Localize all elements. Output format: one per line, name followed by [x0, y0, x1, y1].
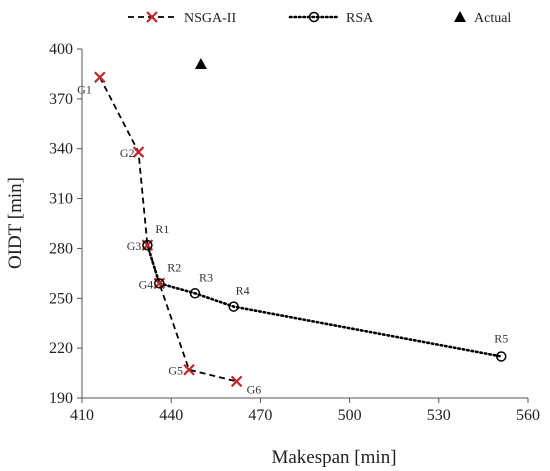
x-tick-label: 410 [70, 407, 94, 424]
nsga-ii-point-stroke-b [132, 146, 145, 158]
nsga-ii-point [230, 375, 243, 388]
rsa-point [228, 301, 239, 312]
point-label: G6 [247, 382, 262, 396]
point-label: R3 [199, 270, 213, 284]
rsa-point [495, 351, 507, 362]
point-label: R4 [236, 284, 250, 298]
nsga-ii-point [94, 71, 106, 84]
rsa-point [154, 278, 165, 289]
nsga-ii-point [183, 363, 195, 376]
nsga-ii-series-line [99, 76, 237, 383]
y-tick-label: 370 [49, 91, 73, 108]
point-label: R2 [167, 260, 181, 274]
rsa-series-line [146, 243, 503, 358]
point-label: G5 [168, 364, 183, 378]
y-tick-label: 340 [49, 141, 73, 158]
legend-item-actual: Actual [454, 11, 511, 26]
x-tick-label: 470 [248, 407, 272, 424]
point-label: G3 [127, 239, 142, 253]
actual-point [194, 57, 207, 69]
y-tick-label: 190 [49, 390, 73, 407]
legend: NSGA-II RSA Actual [128, 11, 511, 26]
nsga-ii-point [132, 146, 145, 158]
point-label: G1 [77, 82, 92, 96]
legend-label: NSGA-II [184, 11, 236, 26]
x-tick-label: 500 [338, 407, 362, 424]
y-tick-label: 400 [49, 41, 73, 58]
legend-swatch-marker [308, 11, 320, 23]
y-tick-label: 250 [49, 290, 73, 307]
nsga-ii-point-stroke-b [183, 363, 195, 376]
x-axis-title: Makespan [min] [271, 447, 396, 468]
legend-label: Actual [474, 11, 511, 26]
rsa-point [142, 239, 153, 251]
series-lines [99, 76, 503, 383]
rsa-point [189, 288, 201, 299]
legend-swatch-marker [146, 11, 158, 23]
point-label: G4 [139, 277, 154, 291]
point-label: G2 [120, 146, 135, 160]
point-label: R1 [155, 222, 169, 236]
x-tick-label: 440 [159, 407, 183, 424]
legend-swatch-marker [454, 11, 466, 22]
nsga-ii-point-stroke-b [230, 375, 243, 388]
x-tick-label: 560 [516, 407, 540, 424]
point-labels: G1 G2 G3 G4 G5 G6 R1 R2 R3 R4 R5 [77, 82, 508, 396]
x-tick-label: 530 [427, 407, 451, 424]
y-tick-label: 280 [49, 240, 73, 257]
point-label: R5 [494, 331, 508, 345]
y-tick-label: 220 [49, 340, 73, 357]
nsga-ii-point-stroke-b [94, 71, 106, 84]
legend-label: RSA [346, 11, 374, 26]
y-tick-label: 310 [49, 191, 73, 208]
legend-swatch-marker-stroke-b [146, 11, 158, 23]
axes: 190 220 250 280 310 340 370 400 410 440 470 500 530 5… [49, 41, 540, 424]
series-markers [94, 57, 507, 388]
y-axis-title: OIDT [min] [5, 177, 26, 269]
legend-item-nsga-ii: NSGA-II [128, 11, 236, 26]
legend-item-rsa: RSA [288, 11, 374, 26]
